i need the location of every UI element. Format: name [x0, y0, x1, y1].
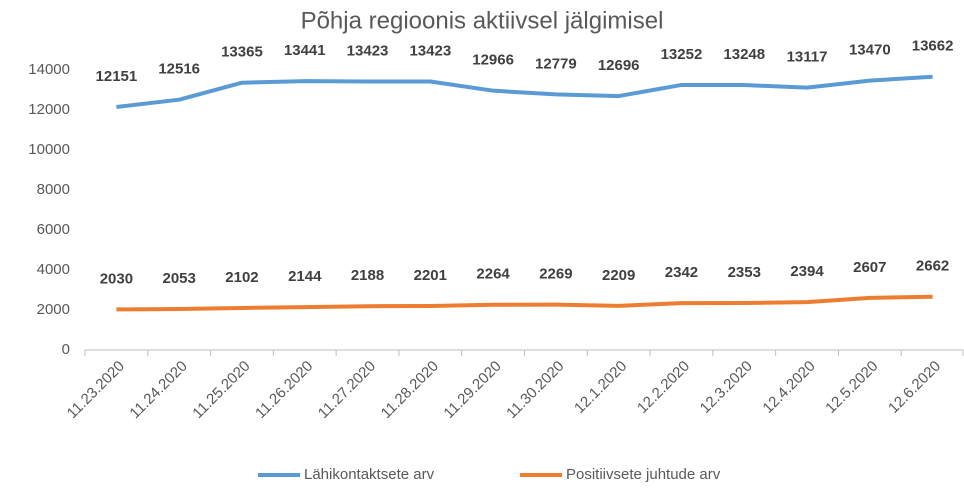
- data-label: 12966: [472, 52, 514, 69]
- x-tick-label: 11.27.2020: [315, 358, 379, 422]
- y-tick-label: 2000: [37, 301, 70, 318]
- data-label: 2342: [665, 264, 698, 281]
- data-label: 2209: [602, 267, 635, 284]
- x-tick-label: 12.3.2020: [697, 358, 756, 417]
- data-label: 13662: [912, 38, 954, 55]
- chart-title: Põhja regioonis aktiivsel jälgimisel: [301, 7, 664, 34]
- y-tick-label: 12000: [28, 101, 70, 118]
- x-tick-label: 11.25.2020: [189, 358, 253, 422]
- data-label: 2269: [539, 266, 572, 283]
- x-tick-label: 11.28.2020: [378, 358, 442, 422]
- data-label: 2102: [225, 269, 258, 286]
- data-label: 13441: [284, 42, 326, 59]
- data-label: 2053: [162, 270, 195, 287]
- data-label: 13423: [409, 43, 451, 60]
- y-tick-label: 14000: [28, 61, 70, 78]
- y-tick-label: 10000: [28, 141, 70, 158]
- data-label: 12696: [598, 57, 640, 74]
- data-label: 13423: [347, 43, 389, 60]
- data-label: 2394: [790, 263, 824, 280]
- x-tick-label: 12.1.2020: [571, 358, 630, 417]
- data-label: 2607: [853, 259, 886, 276]
- legend-label: Positiivsete juhtude arv: [566, 466, 721, 483]
- data-label: 13252: [661, 46, 703, 63]
- x-tick-label: 12.2.2020: [634, 358, 693, 417]
- data-label: 2201: [414, 267, 447, 284]
- data-label: 13470: [849, 42, 891, 59]
- data-label: 2030: [100, 270, 133, 287]
- x-tick-label: 11.24.2020: [126, 358, 190, 422]
- data-label: 12151: [96, 68, 138, 85]
- data-label: 2353: [728, 264, 761, 281]
- x-tick-label: 12.5.2020: [822, 358, 881, 417]
- data-label: 13117: [787, 49, 828, 66]
- y-tick-label: 8000: [37, 181, 70, 198]
- data-label: 13248: [723, 46, 765, 63]
- x-tick-label: 12.4.2020: [759, 358, 818, 417]
- x-tick-label: 11.23.2020: [64, 358, 128, 422]
- data-label: 12516: [158, 61, 200, 78]
- y-tick-label: 0: [62, 341, 70, 358]
- series-line: [116, 294, 933, 312]
- data-label: 2144: [288, 268, 322, 285]
- x-tick-label: 12.6.2020: [885, 358, 944, 417]
- x-tick-label: 11.29.2020: [440, 358, 504, 422]
- y-tick-label: 6000: [37, 221, 70, 238]
- y-tick-label: 4000: [37, 261, 70, 278]
- data-label: 13365: [221, 44, 263, 61]
- data-label: 12779: [535, 55, 577, 72]
- series-line: [116, 74, 933, 109]
- legend-label: Lähikontaktsete arv: [304, 466, 435, 483]
- data-label: 2662: [916, 258, 949, 275]
- x-tick-label: 11.26.2020: [252, 358, 316, 422]
- data-label: 2264: [476, 266, 510, 283]
- x-tick-label: 11.30.2020: [503, 358, 567, 422]
- data-label: 2188: [351, 267, 384, 284]
